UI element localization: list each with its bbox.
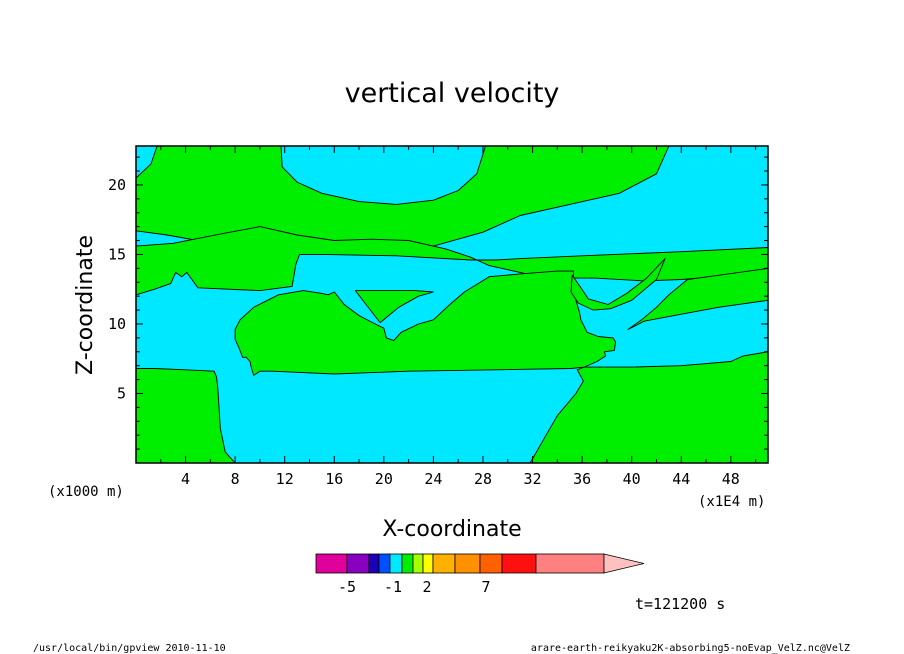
colorbar-label: -1 — [384, 578, 402, 596]
colorbar-swatch — [412, 553, 424, 574]
colorbar-swatch — [368, 553, 380, 574]
y-tick-label: 15 — [108, 245, 126, 263]
x-tick-label: 20 — [375, 470, 393, 488]
x-tick-label: 32 — [524, 470, 542, 488]
colorbar-swatch — [315, 553, 348, 574]
footer-right: arare-earth-reikyaku2K-absorbing5-noEvap… — [531, 643, 850, 654]
colorbar-arrow — [603, 553, 645, 574]
colorbar-swatch — [389, 553, 403, 574]
contour-region-green — [135, 368, 236, 464]
colorbar — [315, 553, 645, 574]
y-tick-label: 20 — [108, 176, 126, 194]
time-label: t=121200 s — [635, 595, 725, 613]
x-tick-label: 40 — [623, 470, 641, 488]
colorbar-swatch — [346, 553, 370, 574]
y-tick-labels: 5 10 15 20 — [108, 176, 126, 403]
colorbar-swatch — [378, 553, 391, 574]
contour-region-green — [627, 267, 769, 330]
y-axis-label: Z-coordinate — [73, 235, 98, 375]
plot-frame — [135, 145, 769, 464]
x-tick-label: 8 — [231, 470, 240, 488]
colorbar-label: 7 — [481, 578, 490, 596]
axis-ticks — [136, 146, 768, 463]
colorbar-label: 2 — [422, 578, 431, 596]
x-tick-label: 16 — [325, 470, 343, 488]
x-tick-label: 4 — [181, 470, 190, 488]
colorbar-swatch — [479, 553, 503, 574]
x-tick-label: 44 — [672, 470, 690, 488]
colorbar-swatch — [432, 553, 456, 574]
contour-region-green — [354, 290, 434, 324]
x-tick-labels: 4 8 12 16 20 24 28 32 36 40 44 48 — [181, 470, 740, 488]
chart-title: vertical velocity — [345, 78, 560, 109]
colorbar-label: -5 — [338, 578, 356, 596]
x-tick-label: 48 — [722, 470, 740, 488]
contour-regions — [135, 145, 769, 464]
y-axis-unit: (x1000 m) — [48, 484, 124, 500]
colorbar-labels: -5 -1 2 7 — [338, 578, 491, 596]
y-tick-label: 5 — [117, 384, 126, 402]
contour-region-green — [234, 270, 769, 464]
colorbar-swatch — [454, 553, 481, 574]
colorbar-swatch — [535, 553, 605, 574]
x-tick-label: 12 — [276, 470, 294, 488]
x-tick-label: 24 — [424, 470, 442, 488]
colorbar-swatch — [501, 553, 537, 574]
colorbar-swatch — [422, 553, 434, 574]
colorbar-swatch — [401, 553, 414, 574]
x-tick-label: 28 — [474, 470, 492, 488]
x-axis-label: X-coordinate — [382, 517, 521, 542]
x-axis-unit: (x1E4 m) — [698, 494, 765, 510]
x-tick-label: 36 — [573, 470, 591, 488]
contour-region-green — [135, 145, 670, 251]
footer-left: /usr/local/bin/gpview 2010-11-10 — [33, 643, 226, 654]
y-tick-label: 10 — [108, 315, 126, 333]
contour-region-green — [570, 258, 666, 311]
